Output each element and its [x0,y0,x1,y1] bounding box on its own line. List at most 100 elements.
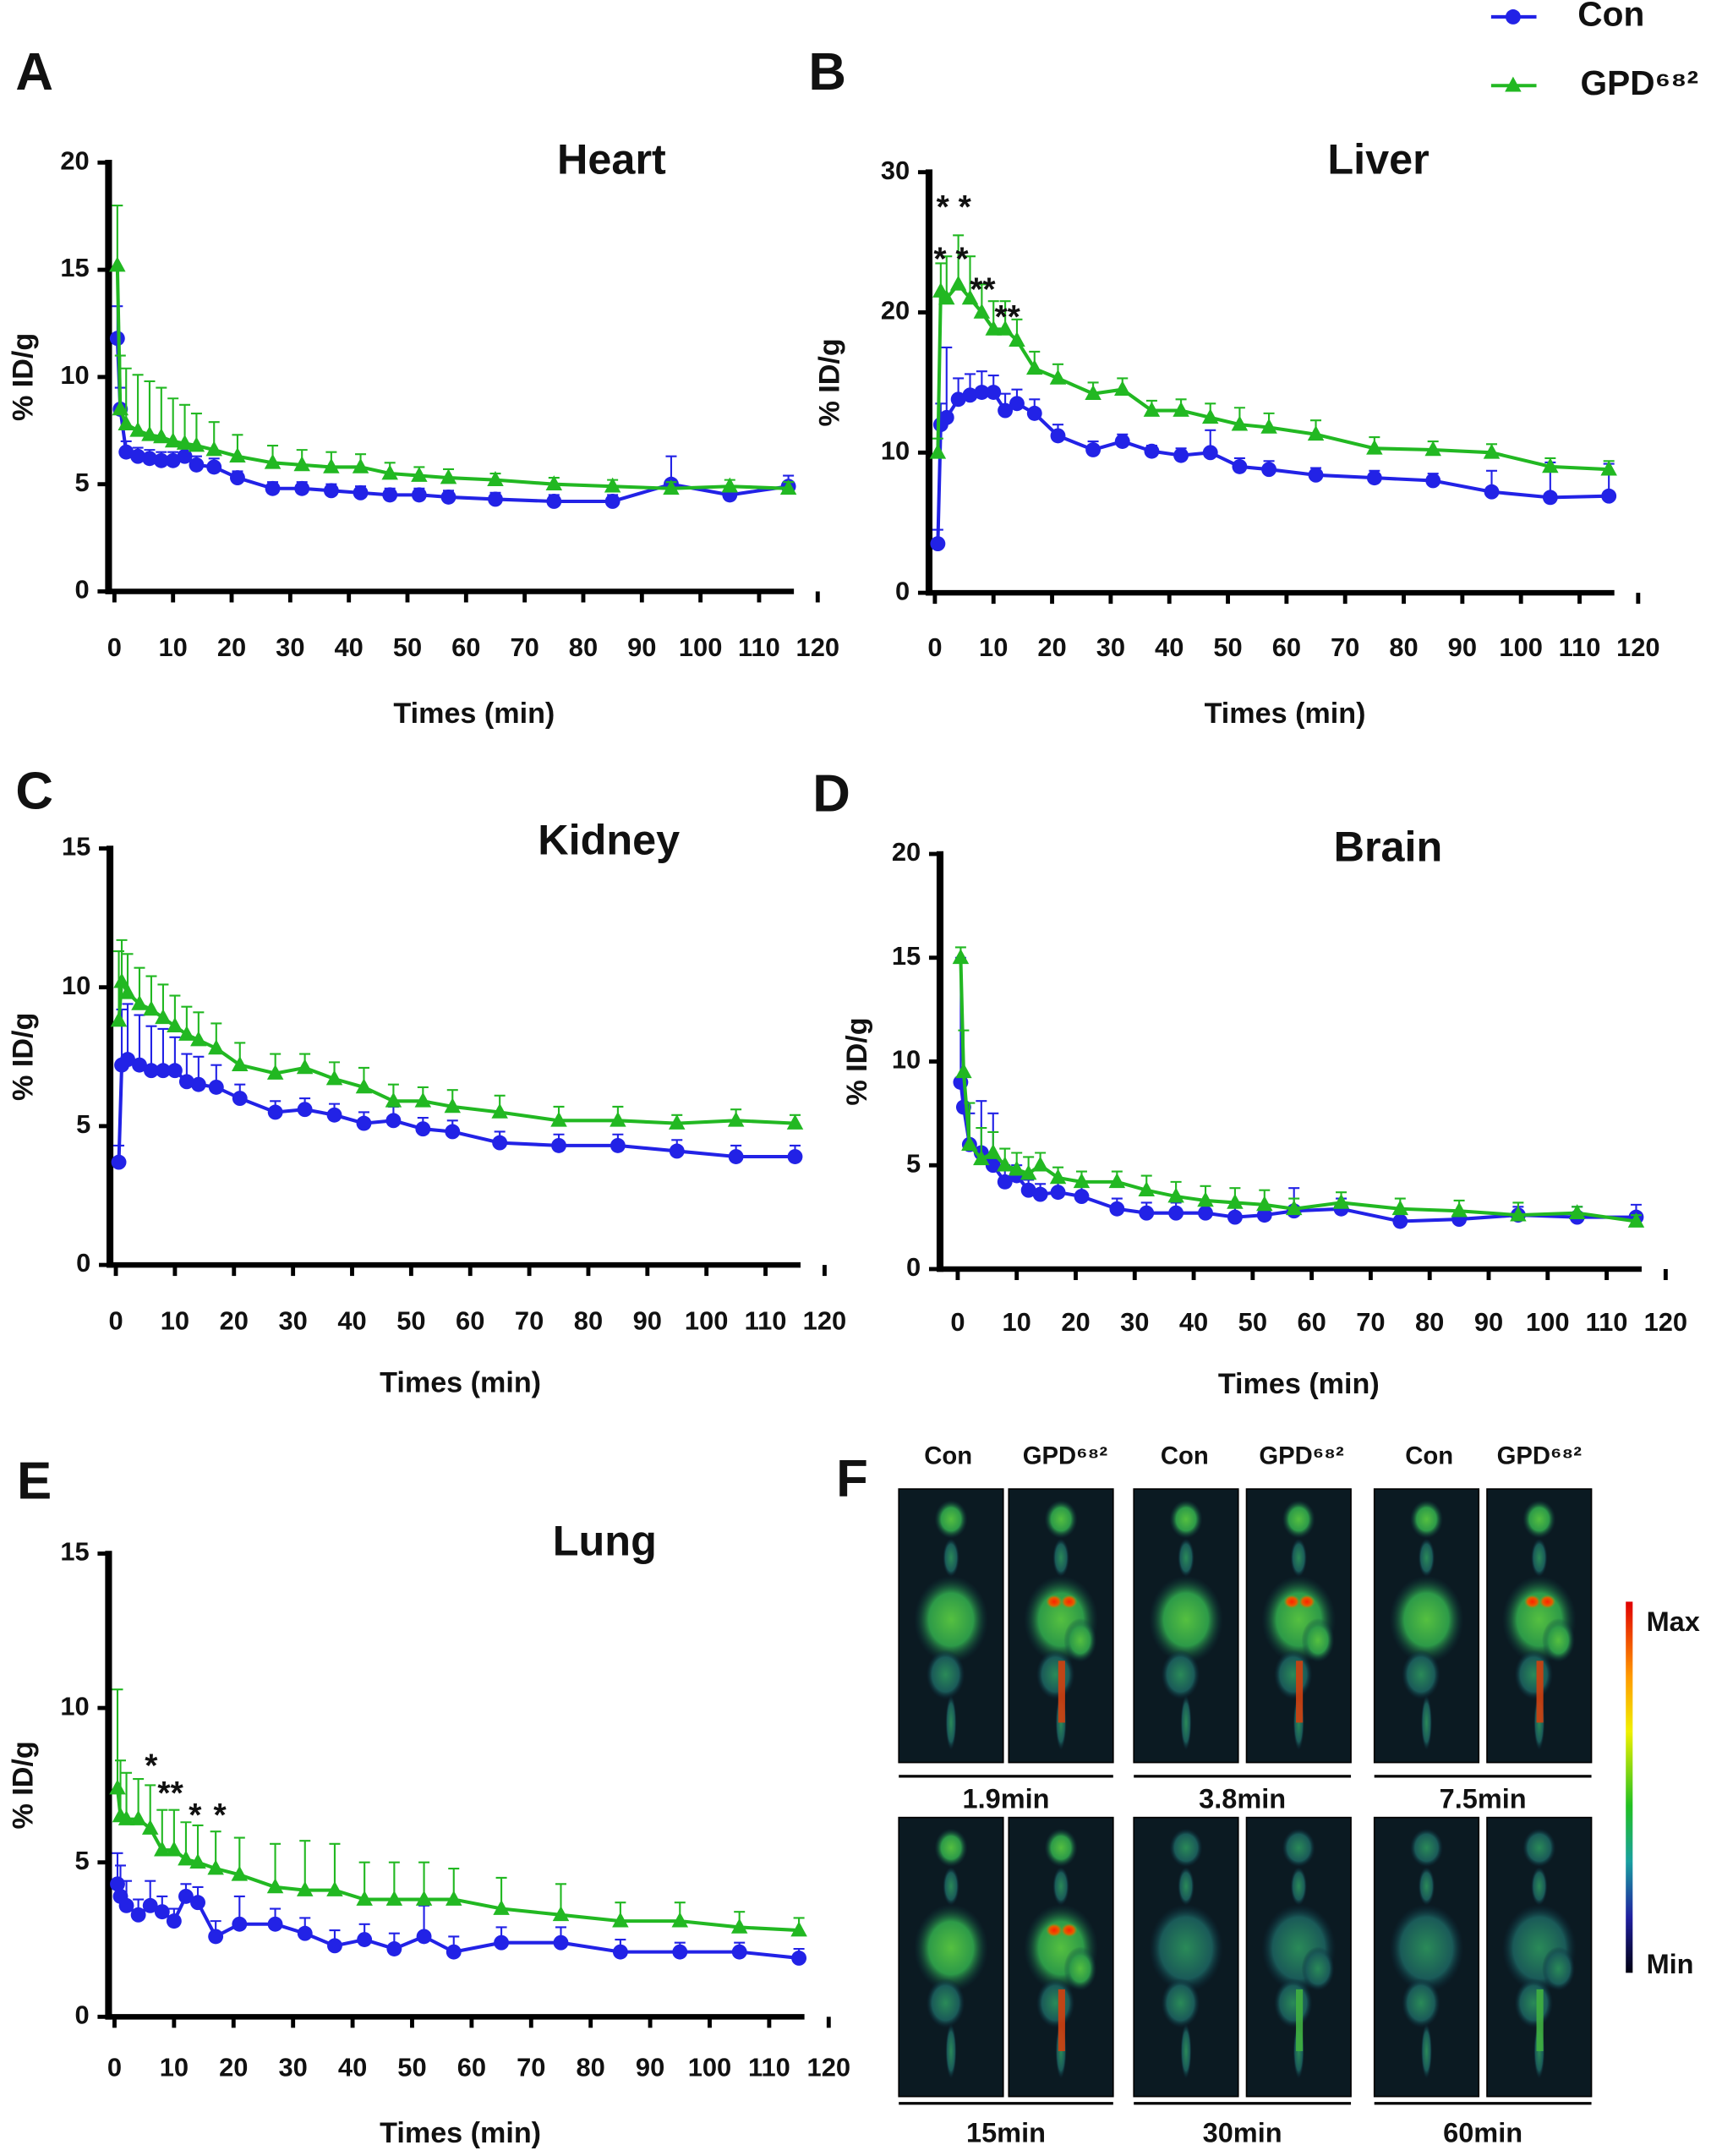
marker [142,1897,158,1913]
marker [129,421,146,437]
head [1044,1828,1078,1868]
marker [155,1063,171,1079]
marker [1009,331,1025,347]
marker [1332,1193,1350,1209]
marker [1109,1201,1125,1217]
x-tick-label: 110 [738,632,780,662]
y-axis-label: % ID/g [7,1013,39,1101]
marker [997,320,1014,336]
marker [787,1149,803,1164]
head [1522,1828,1556,1868]
marker [663,479,680,495]
neck [1178,1867,1194,1906]
y-tick-label: 10 [62,971,90,1000]
arm [1542,1946,1576,1991]
marker [1085,385,1102,400]
marker [986,385,1002,400]
neck [1290,1867,1308,1906]
annotation: ** [970,271,996,308]
marker [323,483,339,499]
marker [141,1819,159,1835]
marker [552,1906,570,1922]
x-tick-label: 80 [1389,632,1418,662]
head [1522,1500,1556,1539]
marker [113,972,130,988]
y-tick-label: 10 [60,1691,89,1721]
marker [488,491,503,507]
error-bar [122,1003,134,1060]
x-tick-label: 40 [1179,1307,1208,1337]
error-bar [941,346,953,418]
marker [1113,380,1131,397]
marker [1108,1173,1126,1189]
marker [731,1944,747,1960]
y-tick-label: 0 [895,576,910,605]
marker [352,457,369,473]
x-axis-label: Times (min) [380,1367,541,1399]
time-label: 15min [966,2118,1046,2148]
marker [231,1865,249,1881]
x-tick-label: 90 [627,632,656,662]
marker [167,1017,183,1032]
marker [610,1111,626,1127]
neck [1418,1867,1435,1906]
marker [110,1876,125,1892]
spine [1296,1661,1304,1723]
marker [791,1951,807,1966]
x-tick-label: 40 [335,632,364,662]
x-tick-label: 30 [1096,632,1125,662]
marker [1050,428,1066,444]
marker [353,484,369,501]
head [1282,1828,1315,1868]
head [1282,1500,1315,1539]
marker [998,402,1014,419]
marker [415,1890,433,1906]
lower [1514,1978,1554,2028]
x-tick-label: 80 [577,2052,605,2082]
colorbar-max: Max [1647,1606,1700,1637]
marker [297,1881,314,1896]
marker [1173,447,1189,463]
annotation: * [189,1798,202,1834]
y-axis-label: % ID/g [841,1017,873,1105]
marker [296,1059,314,1075]
marker [1020,1164,1037,1180]
marker [604,477,621,493]
x-axis-label: Times (min) [393,698,555,730]
marker [1232,458,1248,474]
marker [416,1929,432,1945]
tail [1180,1694,1192,1750]
arm [1063,1946,1097,1991]
lower [1402,1650,1440,1699]
marker [1073,1173,1091,1189]
panel-letter: E [17,1453,52,1511]
error-bar [134,1014,145,1065]
hotspot [1061,1923,1078,1938]
head [1409,1828,1443,1868]
x-tick-label: 10 [160,2052,189,2082]
marker [1483,443,1501,459]
marker [546,494,562,509]
marker [356,1115,372,1131]
column-header: GPD⁶⁸² [1497,1442,1583,1469]
marker [1197,1191,1214,1207]
marker [446,1890,462,1906]
marker [1049,369,1067,385]
marker [985,1157,1001,1174]
marker [232,1056,249,1071]
x-tick-label: 80 [574,1306,603,1336]
lower [1036,1978,1075,2028]
marker [1167,1187,1184,1203]
lower [1036,1650,1075,1699]
marker [1392,1213,1408,1229]
x-tick-label: 90 [1448,632,1477,662]
annotation: * * [937,189,972,226]
marker [1451,1201,1468,1218]
marker [414,1092,432,1108]
neck [1178,1538,1194,1578]
marker [326,1881,343,1896]
x-tick-label: 40 [1155,632,1184,662]
column-header: Con [924,1442,972,1469]
x-tick-label: 40 [338,2052,367,2082]
column-header: GPD⁶⁸² [1023,1442,1108,1469]
